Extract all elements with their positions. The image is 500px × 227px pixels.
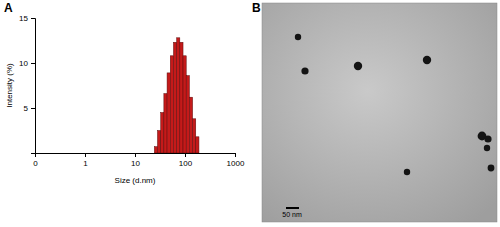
x-tick-label: 1 <box>83 159 88 168</box>
x-axis-line <box>36 154 236 158</box>
x-tick: 1 <box>83 153 88 168</box>
x-axis-title: Size (d.nm) <box>115 176 156 185</box>
y-tick-mark <box>31 63 35 64</box>
bar <box>173 42 176 153</box>
micrograph-background <box>262 3 497 222</box>
x-tick-mark <box>185 153 186 157</box>
y-tick-mark <box>31 108 35 109</box>
scale-bar <box>286 207 299 209</box>
particle <box>301 67 308 74</box>
bar <box>164 94 167 153</box>
x-tick-mark <box>135 153 136 157</box>
particle <box>423 56 431 64</box>
y-tick-mark <box>31 18 35 19</box>
particle <box>488 165 495 172</box>
particle <box>484 145 490 151</box>
bar <box>180 42 183 153</box>
particle <box>354 62 362 70</box>
y-tick-label: 5 <box>24 104 29 113</box>
bar <box>183 56 186 153</box>
y-tick: 10 <box>19 59 35 68</box>
panel-label: B <box>252 1 261 15</box>
bar <box>186 76 189 153</box>
bars <box>154 38 199 153</box>
bar <box>189 97 192 153</box>
scale-bar-label: 50 nm <box>282 211 302 218</box>
bar <box>170 56 173 153</box>
y-tick: 5 <box>24 104 35 113</box>
x-axis: 0 1 10 100 1000 <box>33 153 245 168</box>
x-tick: 0 <box>33 153 38 168</box>
x-tick-mark <box>235 153 236 157</box>
panel-label: A <box>4 1 13 15</box>
x-tick-label: 10 <box>131 159 140 168</box>
bar <box>196 137 199 153</box>
x-tick-label: 100 <box>179 159 193 168</box>
bar <box>161 113 164 154</box>
particle <box>484 135 491 142</box>
y-axis: 5 10 15 <box>19 14 35 153</box>
particle <box>404 169 410 175</box>
bar <box>167 73 170 153</box>
x-tick: 100 <box>179 153 193 168</box>
x-tick-label: 1000 <box>227 159 245 168</box>
x-tick-label: 0 <box>33 159 38 168</box>
particle <box>295 34 301 40</box>
bar <box>154 147 157 153</box>
x-tick: 10 <box>131 153 140 168</box>
micrograph: 50 nm <box>262 3 497 222</box>
bar <box>177 38 180 153</box>
y-tick-label: 15 <box>19 14 28 23</box>
x-tick: 1000 <box>227 153 245 168</box>
y-tick-label: 10 <box>19 59 28 68</box>
y-axis-line <box>31 19 36 154</box>
x-tick-mark <box>85 153 86 157</box>
bar <box>193 119 196 153</box>
bar <box>158 131 161 154</box>
y-tick: 15 <box>19 14 35 23</box>
y-axis-title: Intensity (%) <box>5 63 14 108</box>
